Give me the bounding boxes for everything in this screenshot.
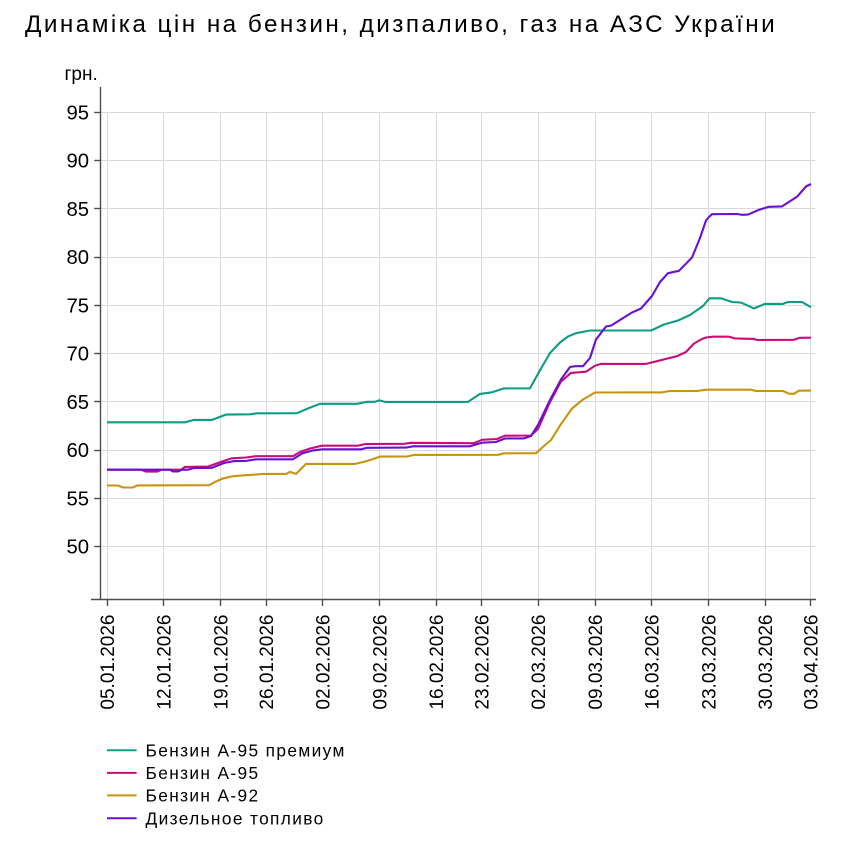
svg-text:55: 55: [66, 488, 89, 510]
svg-text:12.01.2026: 12.01.2026: [155, 615, 176, 710]
svg-text:02.02.2026: 02.02.2026: [314, 615, 335, 710]
svg-text:03.04.2026: 03.04.2026: [802, 615, 823, 710]
svg-text:80: 80: [66, 247, 89, 269]
svg-text:23.02.2026: 23.02.2026: [472, 615, 493, 710]
svg-text:Бензин А-92: Бензин А-92: [146, 786, 260, 806]
svg-text:75: 75: [66, 295, 89, 317]
svg-text:грн.: грн.: [65, 64, 98, 85]
svg-text:09.02.2026: 09.02.2026: [370, 615, 391, 710]
svg-text:Бензин А-95 премиум: Бензин А-95 премиум: [146, 741, 346, 761]
svg-text:23.03.2026: 23.03.2026: [699, 615, 720, 710]
svg-text:30.03.2026: 30.03.2026: [756, 615, 777, 710]
svg-text:65: 65: [66, 392, 89, 414]
svg-text:16.02.2026: 16.02.2026: [427, 615, 448, 710]
svg-text:16.03.2026: 16.03.2026: [643, 615, 664, 710]
svg-text:26.01.2026: 26.01.2026: [257, 615, 278, 710]
svg-text:90: 90: [66, 151, 89, 173]
svg-text:Дизельное топливо: Дизельное топливо: [146, 809, 325, 829]
svg-text:95: 95: [66, 102, 89, 124]
svg-text:Динаміка цін на бензин, дизпал: Динаміка цін на бензин, дизпаливо, газ н…: [25, 11, 777, 38]
svg-text:05.01.2026: 05.01.2026: [98, 615, 119, 710]
svg-text:60: 60: [66, 440, 89, 462]
svg-text:09.03.2026: 09.03.2026: [586, 615, 607, 710]
svg-text:Бензин А-95: Бензин А-95: [146, 763, 260, 783]
svg-text:85: 85: [66, 199, 89, 221]
svg-text:02.03.2026: 02.03.2026: [529, 615, 550, 710]
svg-text:19.01.2026: 19.01.2026: [211, 615, 232, 710]
svg-text:70: 70: [66, 344, 89, 366]
svg-text:50: 50: [66, 537, 89, 559]
